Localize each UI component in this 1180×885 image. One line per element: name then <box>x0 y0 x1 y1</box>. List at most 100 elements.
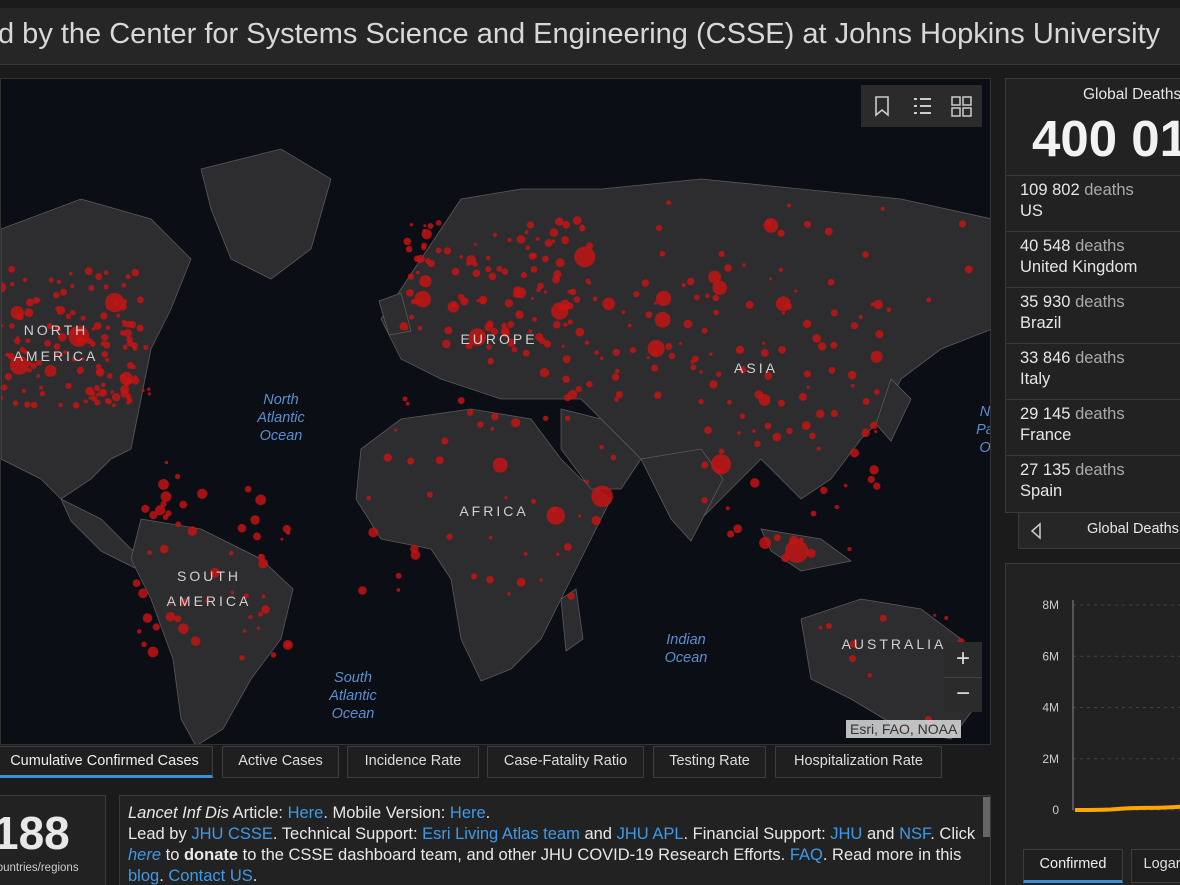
case-dot[interactable] <box>405 245 413 253</box>
case-dot[interactable] <box>60 353 64 357</box>
case-dot[interactable] <box>94 399 101 406</box>
case-dot[interactable] <box>93 322 102 330</box>
case-dot[interactable] <box>591 485 613 508</box>
case-dot[interactable] <box>261 605 270 614</box>
case-dot[interactable] <box>22 277 28 283</box>
case-dot[interactable] <box>555 258 565 268</box>
case-dot[interactable] <box>63 350 67 354</box>
death-entry[interactable]: 27 135 deaths Spain <box>1006 455 1180 511</box>
case-dot[interactable] <box>615 391 623 399</box>
case-dot[interactable] <box>709 380 718 389</box>
case-dot[interactable] <box>709 352 713 356</box>
case-dot[interactable] <box>816 446 821 451</box>
case-dot[interactable] <box>1 282 7 293</box>
case-dot[interactable] <box>243 593 249 599</box>
case-dot[interactable] <box>159 544 169 554</box>
case-dot[interactable] <box>131 268 140 277</box>
case-dot[interactable] <box>646 356 650 360</box>
case-dot[interactable] <box>83 399 88 404</box>
case-dot[interactable] <box>785 539 809 563</box>
case-dot[interactable] <box>794 289 798 293</box>
case-dot[interactable] <box>562 375 570 383</box>
case-dot[interactable] <box>712 294 720 302</box>
case-dot[interactable] <box>824 227 833 236</box>
case-dot[interactable] <box>255 494 267 506</box>
case-dot[interactable] <box>30 401 38 409</box>
case-dot[interactable] <box>552 275 560 284</box>
case-dot[interactable] <box>551 302 569 320</box>
case-dot[interactable] <box>383 453 392 462</box>
case-dot[interactable] <box>698 398 704 405</box>
case-dot[interactable] <box>659 250 666 257</box>
case-dot[interactable] <box>705 293 710 299</box>
case-dot[interactable] <box>368 527 379 538</box>
case-dot[interactable] <box>520 271 528 279</box>
case-dot[interactable] <box>121 282 127 288</box>
case-dot[interactable] <box>477 421 484 428</box>
case-dot[interactable] <box>873 482 881 490</box>
case-dot[interactable] <box>530 266 538 273</box>
case-dot[interactable] <box>76 327 82 333</box>
case-dot[interactable] <box>408 314 415 320</box>
case-dot[interactable] <box>690 364 697 371</box>
case-dot[interactable] <box>726 400 732 405</box>
case-dot[interactable] <box>80 315 86 321</box>
case-dot[interactable] <box>798 537 804 543</box>
case-dot[interactable] <box>666 200 672 206</box>
case-dot[interactable] <box>781 311 786 315</box>
case-dot[interactable] <box>717 468 722 474</box>
case-dot[interactable] <box>168 601 173 606</box>
case-dot[interactable] <box>122 332 126 336</box>
case-dot[interactable] <box>30 362 37 369</box>
case-dot[interactable] <box>132 346 138 351</box>
case-dot[interactable] <box>105 357 110 363</box>
case-dot[interactable] <box>403 237 412 246</box>
case-dot[interactable] <box>90 395 98 402</box>
case-dot[interactable] <box>38 385 44 390</box>
case-dot[interactable] <box>142 613 153 623</box>
case-dot[interactable] <box>103 270 109 276</box>
case-dot[interactable] <box>174 615 182 623</box>
case-dot[interactable] <box>806 385 810 389</box>
case-dot[interactable] <box>154 505 166 516</box>
case-dot[interactable] <box>459 254 464 259</box>
case-dot[interactable] <box>209 567 220 578</box>
case-dot[interactable] <box>81 357 85 361</box>
case-dot[interactable] <box>769 277 773 281</box>
case-dot[interactable] <box>24 401 31 408</box>
map-panel[interactable]: NORTH AMERICA EUROPE ASIA AFRICA SOUTH AMERICA… <box>0 78 991 745</box>
case-dot[interactable] <box>160 491 172 502</box>
case-dot[interactable] <box>394 428 398 432</box>
case-dot[interactable] <box>778 345 786 354</box>
case-dot[interactable] <box>99 388 108 397</box>
case-dot[interactable] <box>701 461 709 469</box>
case-dot[interactable] <box>21 364 25 368</box>
case-dot[interactable] <box>110 390 115 394</box>
case-dot[interactable] <box>435 456 444 465</box>
case-dot[interactable] <box>562 220 571 229</box>
map-tab[interactable]: Hospitalization Rate <box>775 746 942 778</box>
case-dot[interactable] <box>507 592 511 596</box>
case-dot[interactable] <box>405 401 410 406</box>
case-dot[interactable] <box>137 296 144 304</box>
case-dot[interactable] <box>175 521 182 528</box>
case-dot[interactable] <box>53 291 60 299</box>
case-dot[interactable] <box>701 327 708 334</box>
case-dot[interactable] <box>715 371 722 377</box>
case-dot[interactable] <box>504 496 508 500</box>
case-dot[interactable] <box>280 537 284 541</box>
case-dot[interactable] <box>9 281 15 287</box>
case-dot[interactable] <box>862 398 870 405</box>
case-dot[interactable] <box>123 329 132 338</box>
case-dot[interactable] <box>395 572 402 579</box>
case-dot[interactable] <box>120 385 130 395</box>
case-dot[interactable] <box>874 429 878 434</box>
basemap-button[interactable] <box>951 96 972 117</box>
case-dot[interactable] <box>750 478 760 488</box>
case-dot[interactable] <box>847 370 857 380</box>
case-dot[interactable] <box>91 327 96 331</box>
case-dot[interactable] <box>248 614 253 620</box>
case-dot[interactable] <box>141 641 147 648</box>
case-dot[interactable] <box>122 344 128 350</box>
case-dot[interactable] <box>739 413 746 419</box>
